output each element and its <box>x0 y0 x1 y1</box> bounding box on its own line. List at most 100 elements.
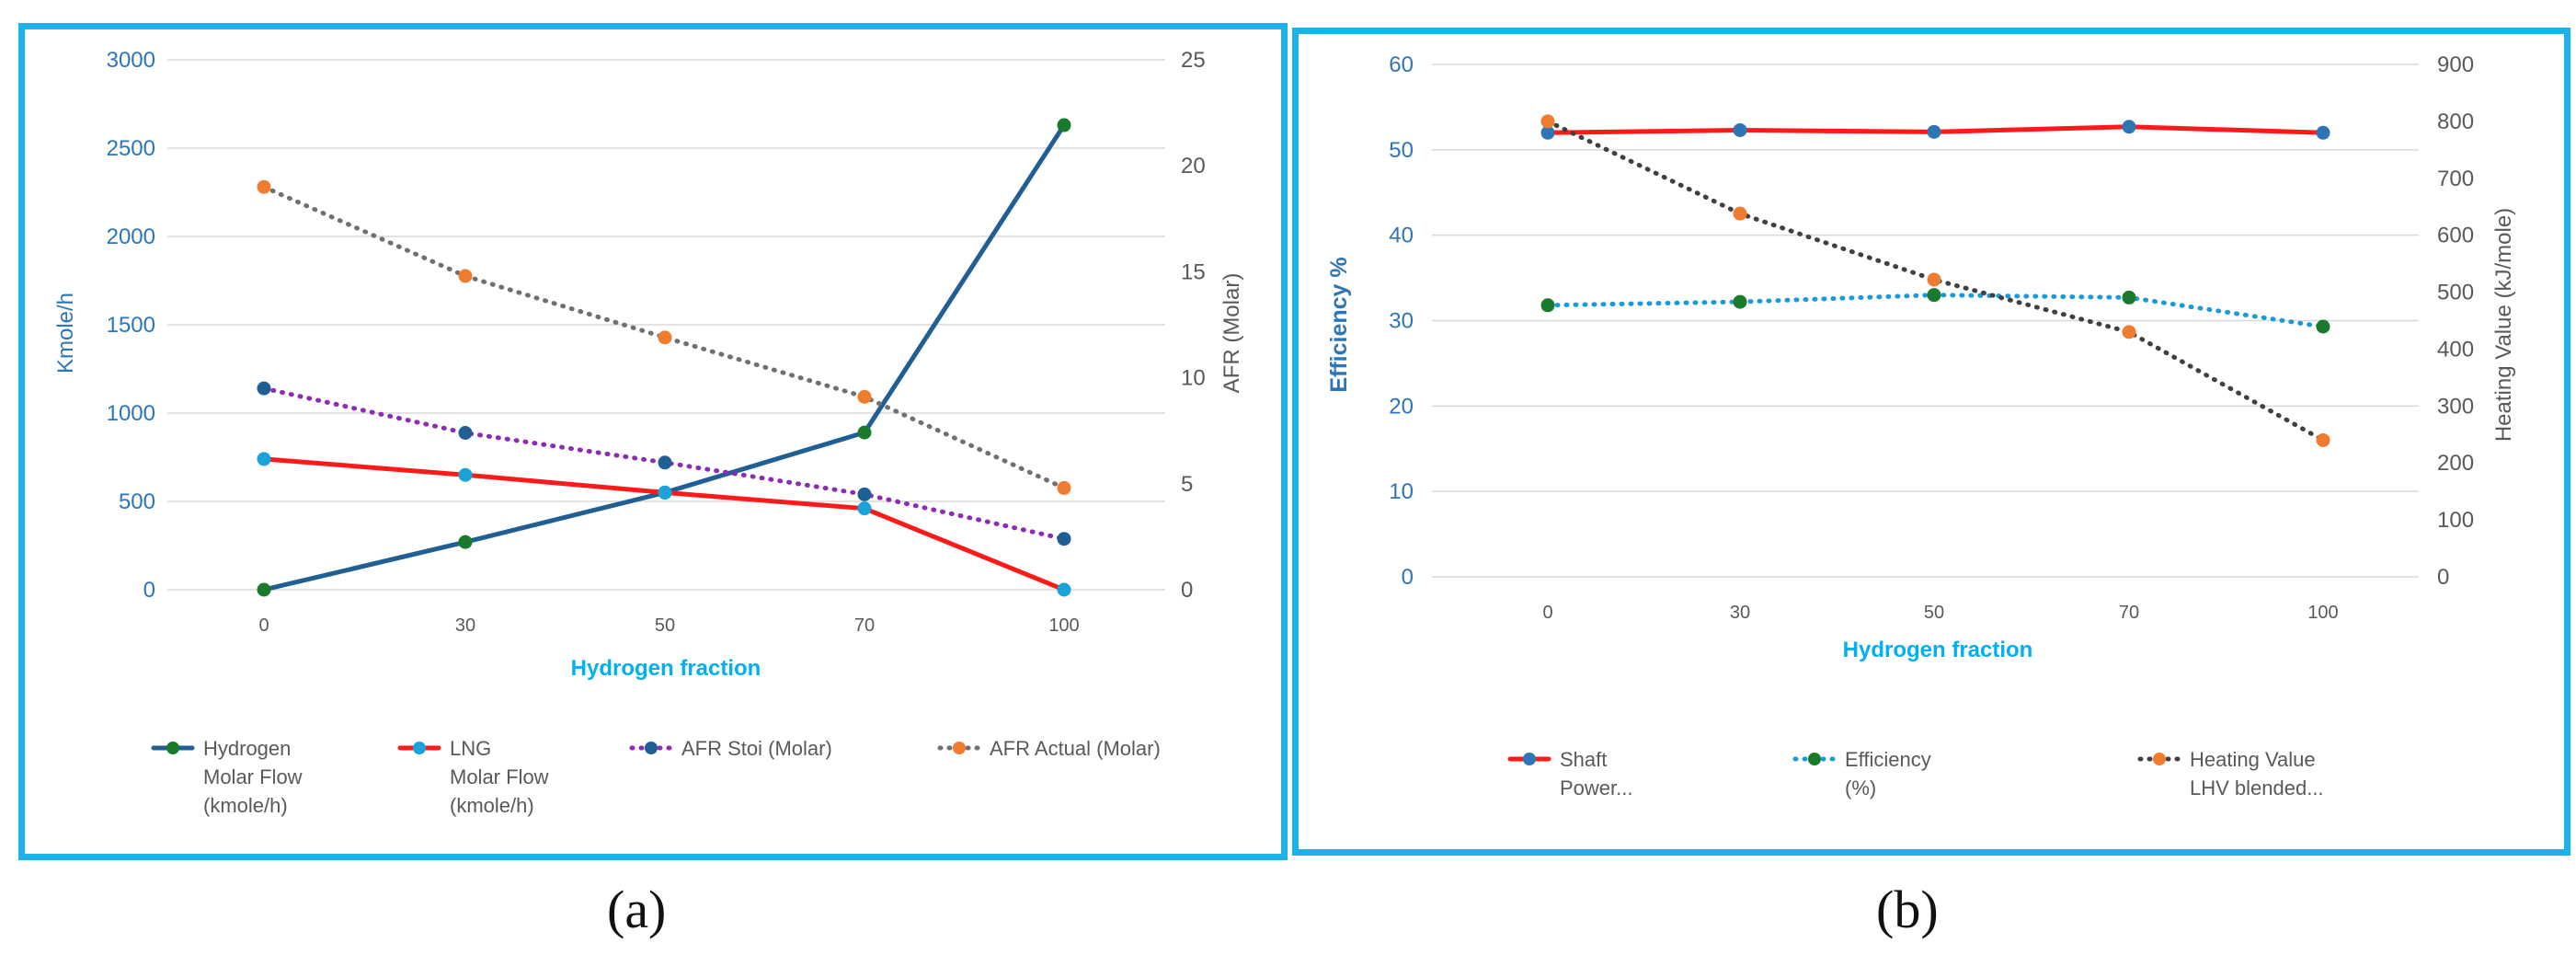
y2-axis-title: Heating Value (kJ/mole) <box>2491 208 2516 442</box>
legend-label: Shaft <box>1560 748 1607 771</box>
data-point <box>257 452 271 466</box>
x-tick-label: 50 <box>1924 603 1944 623</box>
legend-label: (%) <box>1845 776 1876 799</box>
data-point <box>857 389 872 404</box>
data-point <box>257 582 271 597</box>
data-point <box>658 455 672 470</box>
data-point <box>857 487 872 501</box>
y2-tick-label: 10 <box>1181 366 1206 391</box>
y-tick-label: 0 <box>143 578 155 603</box>
legend-marker <box>413 742 426 754</box>
y-tick-label: 20 <box>1389 394 1414 419</box>
data-point <box>1927 288 1941 303</box>
y2-tick-label: 0 <box>2437 565 2449 590</box>
caption-a: (a) <box>607 880 667 939</box>
y-axis-title: Efficiency % <box>1326 257 1352 392</box>
y2-tick-label: 0 <box>1181 578 1193 603</box>
data-point <box>458 467 473 482</box>
x-tick-label: 70 <box>2119 603 2139 623</box>
y2-tick-label: 200 <box>2437 451 2474 476</box>
data-point <box>658 485 672 500</box>
legend-label: Molar Flow <box>203 765 303 788</box>
y-tick-label: 0 <box>1402 565 1414 590</box>
y2-tick-label: 400 <box>2437 337 2474 362</box>
y-tick-label: 500 <box>119 489 155 514</box>
legend-label: Heating Value <box>2190 748 2316 771</box>
x-tick-label: 0 <box>1542 603 1552 623</box>
y-tick-label: 30 <box>1389 309 1414 334</box>
data-point <box>2122 325 2136 339</box>
y-tick-label: 60 <box>1389 52 1414 77</box>
x-tick-label: 100 <box>1048 615 1079 636</box>
y2-tick-label: 800 <box>2437 109 2474 134</box>
legend-marker <box>953 742 966 754</box>
data-point <box>458 535 473 549</box>
y2-tick-label: 25 <box>1181 48 1206 73</box>
x-tick-label: 100 <box>2307 603 2338 623</box>
y-tick-label: 1000 <box>107 401 155 426</box>
y2-tick-label: 700 <box>2437 167 2474 191</box>
chart-panel-a: 0 500 1000 1500 2000 2500 3000 0 5 10 15 20 25 0 30 50 7… <box>18 23 1288 860</box>
chart-a-svg: 0 500 1000 1500 2000 2500 3000 0 5 10 15 20 25 0 30 50 7… <box>53 48 1244 817</box>
legend-label: LNG <box>450 737 491 760</box>
data-point <box>1057 118 1071 132</box>
data-point <box>1057 582 1071 597</box>
y2-tick-label: 300 <box>2437 394 2474 419</box>
legend-label: Molar Flow <box>450 765 549 788</box>
chart-panel-b: 0 10 20 30 40 50 60 0 100 200 300 400 500 600 700 800 90… <box>1292 28 2570 856</box>
caption-b: (b) <box>1876 880 1939 939</box>
x-axis-title: Hydrogen fraction <box>1843 638 2033 662</box>
data-point <box>257 179 271 194</box>
x-tick-label: 0 <box>258 615 269 636</box>
series-line <box>261 385 1067 542</box>
data-point <box>2122 290 2136 305</box>
data-point <box>1540 298 1555 313</box>
series-line <box>261 456 1067 592</box>
data-point <box>1733 122 1747 137</box>
y2-tick-label: 500 <box>2437 281 2474 305</box>
y2-tick-label: 20 <box>1181 154 1206 178</box>
series-line <box>261 122 1067 592</box>
data-point <box>2316 432 2330 447</box>
legend-marker <box>2153 753 2166 765</box>
chart-b-svg: 0102030405060010020030040050060070080090… <box>1326 52 2516 799</box>
y-tick-label: 3000 <box>107 48 155 73</box>
series-line <box>261 184 1067 490</box>
x-tick-label: 70 <box>854 615 875 636</box>
x-axis-title: Hydrogen fraction <box>571 656 761 681</box>
legend-marker <box>1808 753 1821 765</box>
data-point <box>1540 125 1555 140</box>
legend-marker <box>1523 753 1536 765</box>
data-point <box>1057 480 1071 495</box>
data-point <box>1733 294 1747 309</box>
data-point <box>2122 120 2136 134</box>
y2-tick-label: 900 <box>2437 52 2474 77</box>
data-point <box>2316 319 2330 334</box>
data-point <box>857 425 872 440</box>
y2-tick-label: 15 <box>1181 259 1206 284</box>
y2-axis-title: AFR (Molar) <box>1219 273 1244 394</box>
y-tick-label: 40 <box>1389 224 1414 248</box>
x-tick-label: 30 <box>1730 603 1750 623</box>
y2-tick-label: 600 <box>2437 224 2474 248</box>
x-tick-label: 50 <box>655 615 675 636</box>
legend-label: AFR Actual (Molar) <box>990 737 1161 760</box>
y-axis-title: Kmole/h <box>53 293 78 374</box>
legend-label: AFR Stoi (Molar) <box>681 737 832 760</box>
y-tick-label: 1500 <box>107 313 155 338</box>
data-point <box>857 501 872 516</box>
y-tick-label: 2500 <box>107 136 155 161</box>
data-point <box>458 426 473 441</box>
legend-label: (kmole/h) <box>203 794 288 817</box>
data-point <box>458 269 473 283</box>
y2-tick-label: 5 <box>1181 472 1193 497</box>
data-point <box>257 381 271 396</box>
legend-label: Power... <box>1560 776 1632 799</box>
y2-tick-label: 100 <box>2437 508 2474 533</box>
legend-label: Hydrogen <box>203 737 291 760</box>
y-tick-label: 50 <box>1389 138 1414 163</box>
legend-marker <box>166 742 179 754</box>
data-point <box>1927 124 1941 139</box>
data-point <box>1540 114 1555 129</box>
y-tick-label: 2000 <box>107 224 155 249</box>
